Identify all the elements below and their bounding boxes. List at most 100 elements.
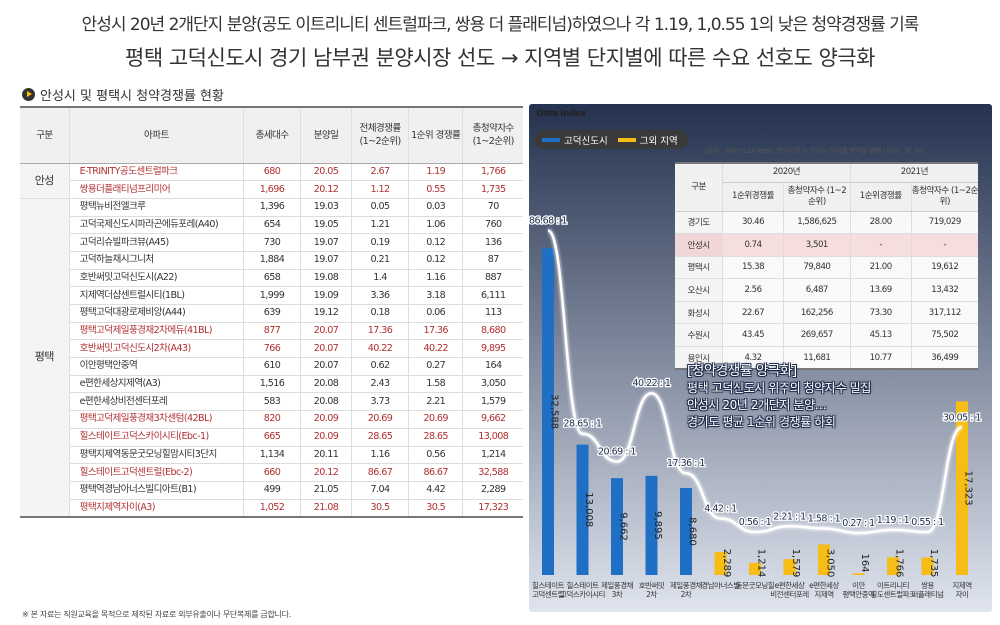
total-rate-cell: 0.21 <box>351 251 409 270</box>
table-row: 힐스테이트고덕스카이시티(Ebc-1) 665 20.09 28.65 28.65 13,… <box>20 428 523 447</box>
apartment-cell: 이안평택안중역 <box>68 357 244 376</box>
chart-bar <box>956 401 968 575</box>
col-region: 구분 <box>20 106 70 164</box>
table-row: 지제역더샵센트럴시티(1BL) 1,999 19.09 3.36 3.18 6,111 <box>20 286 523 305</box>
total-rate-cell: 1.12 <box>351 180 409 199</box>
region-value: 162,256 <box>782 301 851 325</box>
table-row: 평택지제역자이(A3) 1,052 21.08 30.5 30.5 17,323 <box>20 499 523 518</box>
headline-line2: 평택 고덕신도시 경기 남부권 분양시장 선도 → 지역별 단지별에 따른 수요… <box>125 46 875 70</box>
date-cell: 20.09 <box>299 410 352 429</box>
applicants-cell: 87 <box>462 251 523 270</box>
applicants-cell: 1,766 <box>462 163 523 182</box>
rate-label: 1.58 : 1 <box>808 513 841 524</box>
table-row: 평택지제역동문굿모닝힐맘시티3단지 1,134 20.11 1.16 0.56 1,214 <box>20 446 523 465</box>
bar-value-label: 1,214 <box>756 549 767 578</box>
units-cell: 1,516 <box>243 375 301 394</box>
date-cell: 19.07 <box>299 233 352 252</box>
applicants-cell: 1,579 <box>462 392 523 412</box>
applicants-cell: 6,111 <box>462 286 523 305</box>
apartment-cell: e편한세상비전센터포레 <box>68 392 244 412</box>
units-cell: 658 <box>243 269 301 288</box>
section-title-text: 안성시 및 평택시 청약경쟁률 현황 <box>40 89 224 104</box>
x-category-label: 쌍용 더플래티넘 <box>912 580 944 599</box>
applicants-cell: 17,323 <box>462 499 523 518</box>
first-rate-cell: 3.18 <box>407 286 463 305</box>
chart-bar <box>852 573 865 575</box>
region-value: 13,432 <box>910 278 978 302</box>
first-rate-cell: 0.27 <box>407 357 463 376</box>
total-rate-cell: 3.36 <box>351 286 409 305</box>
year-2021: 2021년 <box>849 162 978 183</box>
apartment-cell: 고덕국제신도시파라곤에듀포레(A40) <box>68 216 244 235</box>
rate-label: 28.65 : 1 <box>564 419 602 430</box>
rate-line <box>547 229 963 535</box>
region-table-corner: 구분 <box>675 162 723 212</box>
col-applicants: 총청약자수 (1~2순위) <box>462 106 523 164</box>
chart-bar <box>783 559 796 575</box>
rate-label: 20.69 : 1 <box>598 447 636 458</box>
total-rate-cell: 0.18 <box>351 304 409 323</box>
date-cell: 20.12 <box>299 180 352 199</box>
x-category-label: 이안 평택안중역 <box>843 580 875 599</box>
table-row: e편한세상지제역(A3) 1,516 20.08 2.43 1.58 3,050 <box>20 375 523 394</box>
date-cell: 20.07 <box>299 322 352 341</box>
applicants-cell: 32,588 <box>462 463 523 482</box>
x-category-label: 경남아너스빌 <box>701 580 740 590</box>
date-cell: 19.12 <box>299 304 352 323</box>
region-name: 오산시 <box>675 278 723 302</box>
region-value: 22.67 <box>722 301 784 325</box>
bar-value-label: 1,735 <box>928 549 939 578</box>
total-rate-cell: 0.62 <box>351 357 409 376</box>
applicants-cell: 70 <box>462 198 523 217</box>
date-cell: 19.03 <box>299 198 352 217</box>
apartment-cell: 평택고덕대광로제비앙(A44) <box>68 304 244 323</box>
chart-bar <box>818 544 830 575</box>
play-circle-icon <box>22 88 35 101</box>
units-cell: 1,884 <box>243 251 301 270</box>
date-cell: 20.12 <box>299 463 352 482</box>
units-cell: 820 <box>243 410 301 429</box>
bar-value-label: 8,680 <box>687 517 698 546</box>
apartment-cell: 평택뉴비전엘크루 <box>68 198 244 217</box>
competition-table-header: 구분 아파트 총세대수 분양일 전체경쟁률(1~2순위) 1순위 경쟁률 총청약… <box>20 106 523 164</box>
table-row: 쌍용더플래티넘프리미어 1,696 20.12 1.12 0.55 1,735 <box>20 180 523 199</box>
region-value: 28.00 <box>849 211 912 235</box>
region-value: 45.13 <box>849 323 912 348</box>
first-rate-cell: 86.67 <box>407 463 463 482</box>
apartment-cell: 고덕하늘채시그니처 <box>68 251 244 270</box>
region-value: 19,612 <box>910 256 978 280</box>
rate-label: 0.55 : 1 <box>911 517 944 528</box>
region-value: 6,487 <box>782 278 851 302</box>
table-row: 평택 평택뉴비전엘크루 1,396 19.03 0.05 0.03 70 <box>20 198 523 518</box>
first-rate-cell: 1.16 <box>407 269 463 288</box>
x-category-label: 호반써밋 2차 <box>639 580 665 599</box>
applicants-cell: 760 <box>462 216 523 235</box>
col-date: 분양일 <box>299 106 352 164</box>
legend-swatch-other <box>617 137 636 142</box>
table-row: 고덕하늘채시그니처 1,884 19.07 0.21 0.12 87 <box>20 251 523 270</box>
bar-value-label: 9,895 <box>652 511 663 540</box>
annotation-box: [청약경쟁률 양극화] 평택 고덕신도시 위주의 청약자수 밀집 안성시 20년… <box>687 363 947 431</box>
region-value: 3,501 <box>782 233 851 257</box>
bar-value-label: 2,289 <box>721 549 732 578</box>
date-cell: 20.08 <box>299 375 352 394</box>
apartment-cell: 힐스테이트고덕스카이시티(Ebc-1) <box>68 428 244 447</box>
first-rate-cell: 1.06 <box>407 216 463 235</box>
applicants-cell: 2,289 <box>462 481 523 500</box>
table-row: 이안평택안중역 610 20.07 0.62 0.27 164 <box>20 357 523 376</box>
bar-value-label: 17,323 <box>963 471 974 506</box>
total-rate-cell: 1.21 <box>351 216 409 235</box>
region-row: 평택시 15.38 79,840 21.00 19,612 <box>675 256 978 280</box>
region-name: 평택시 <box>675 256 723 280</box>
table-row: 평택고덕제일풍경채3차센텀(42BL) 820 20.09 20.69 20.69 9,6… <box>20 410 523 429</box>
region-value: 2.56 <box>722 278 784 302</box>
date-cell: 19.05 <box>299 216 352 235</box>
x-category-label: 힐스테이트 고덕스카이시티 <box>560 580 605 599</box>
units-cell: 1,396 <box>243 198 301 217</box>
units-cell: 639 <box>243 304 301 323</box>
date-cell: 21.05 <box>299 481 352 500</box>
first-rate-cell: 1.19 <box>407 163 463 182</box>
region-value: 43.45 <box>722 323 784 348</box>
region-row: 화성시 22.67 162,256 73.30 317,112 <box>675 301 978 325</box>
region-table: 구분 2020년 2021년 1순위경쟁률 총청약자수 (1~2순위) 1순위경… <box>675 162 978 371</box>
